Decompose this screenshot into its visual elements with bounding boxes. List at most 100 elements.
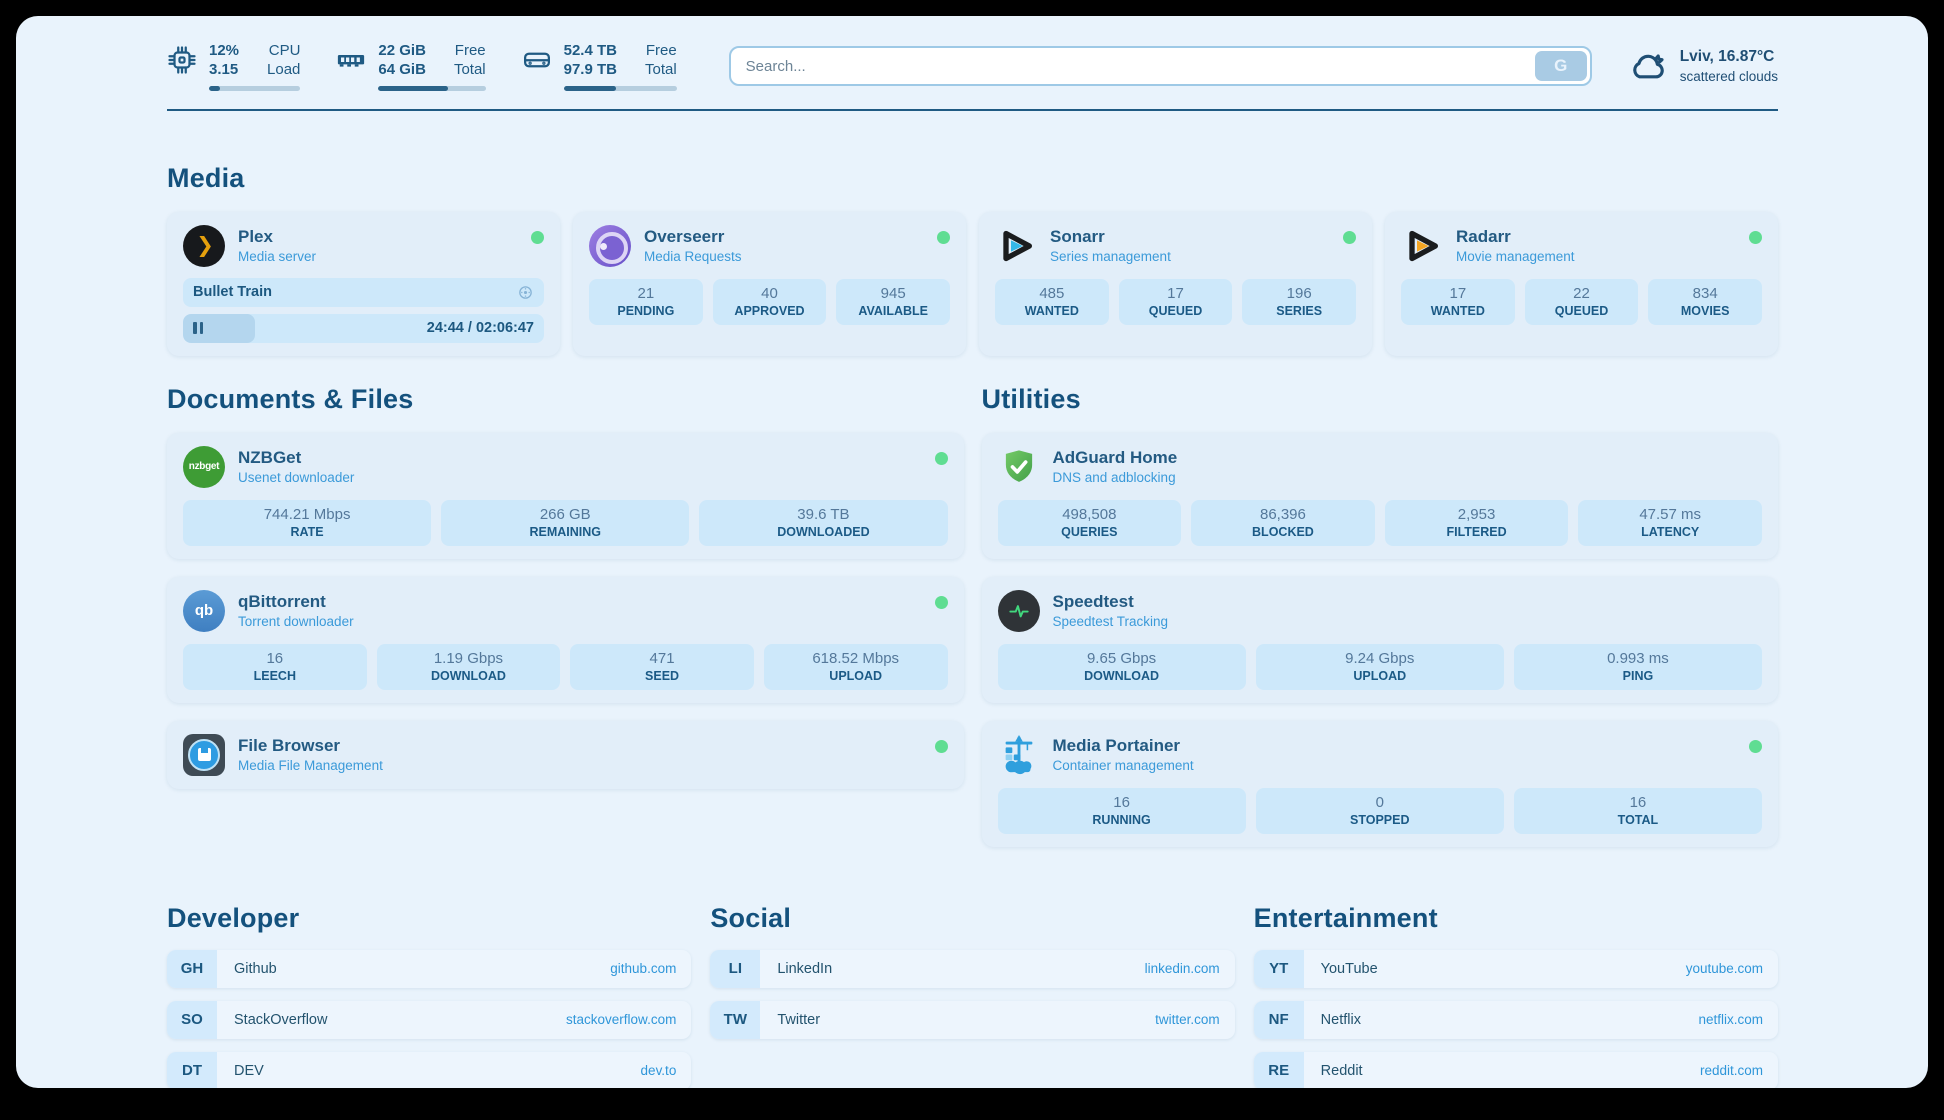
- bookmark-abbr: LI: [710, 949, 761, 988]
- bookmark-netflix[interactable]: NF Netflix netflix.com: [1253, 1000, 1778, 1039]
- search-input[interactable]: [733, 57, 1535, 75]
- bookmark-twitter[interactable]: TW Twitter twitter.com: [710, 1000, 1235, 1039]
- overseerr-card[interactable]: Overseerr Media Requests 21 PENDING 40 A…: [573, 211, 966, 356]
- disk-icon: [523, 52, 550, 68]
- stat-value: 266 GB: [539, 505, 591, 523]
- bookmark-dev[interactable]: DT DEV dev.to: [167, 1051, 692, 1088]
- stat-label: UPLOAD: [829, 668, 883, 683]
- cpu-widget: 12% CPU 3.15 Load: [167, 42, 301, 91]
- stat-pill: 9.24 Gbps UPLOAD: [1255, 643, 1504, 690]
- stat-pill: 16 RUNNING: [997, 787, 1246, 834]
- stat-pill: 471 SEED: [570, 643, 754, 690]
- ram-icon: [338, 55, 365, 67]
- radarr-icon: [1401, 225, 1443, 267]
- stat-label: REMAINING: [529, 524, 602, 539]
- nzbget-icon: nzbget: [183, 445, 225, 488]
- status-dot: [1343, 230, 1356, 244]
- stat-pill: 2,953 FILTERED: [1384, 499, 1569, 546]
- status-dot: [1749, 230, 1762, 244]
- bookmark-stackoverflow[interactable]: SO StackOverflow stackoverflow.com: [167, 1000, 692, 1039]
- stat-pill: 498,508 QUERIES: [997, 499, 1182, 546]
- now-playing-row: Bullet Train: [183, 277, 544, 307]
- stat-label: RATE: [290, 524, 324, 539]
- sonarr-card[interactable]: Sonarr Series management 485 WANTED 17 Q…: [979, 211, 1372, 356]
- stat-value: 1.19 Gbps: [433, 649, 504, 667]
- filebrowser-card[interactable]: File Browser Media File Management: [167, 720, 964, 789]
- search-engine-button[interactable]: G: [1534, 51, 1587, 82]
- bookmark-reddit[interactable]: RE Reddit reddit.com: [1253, 1051, 1778, 1088]
- portainer-icon: [998, 734, 1040, 776]
- stat-pill: 16 TOTAL: [1513, 787, 1763, 834]
- bookmark-name: Reddit: [1320, 1062, 1363, 1079]
- search-box: G: [728, 46, 1592, 87]
- app-name: qBittorrent: [238, 592, 326, 611]
- weather-condition: scattered clouds: [1679, 68, 1778, 84]
- cpu-progress-bar: [209, 85, 301, 91]
- stat-value: 834: [1692, 284, 1718, 302]
- stat-label: QUEUED: [1554, 303, 1609, 318]
- bookmark-url: netflix.com: [1698, 1012, 1763, 1027]
- speedtest-card[interactable]: Speedtest Speedtest Tracking 9.65 Gbps D…: [981, 576, 1778, 703]
- plex-icon: ❯: [183, 224, 225, 267]
- stat-pill: 21 PENDING: [589, 278, 703, 325]
- stat-pill: 17 QUEUED: [1118, 278, 1233, 325]
- nzbget-card[interactable]: nzbget NZBGet Usenet downloader 744.21 M…: [167, 432, 964, 559]
- app-name: NZBGet: [238, 448, 302, 467]
- stat-pill: 618.52 Mbps UPLOAD: [763, 643, 948, 690]
- stat-pill: 9.65 Gbps DOWNLOAD: [997, 643, 1246, 690]
- bookmark-name: Twitter: [777, 1011, 821, 1028]
- bookmark-name: StackOverflow: [234, 1011, 328, 1028]
- stat-label: AVAILABLE: [858, 303, 929, 318]
- app-name: Plex: [238, 227, 273, 246]
- stat-value: 47.57 ms: [1639, 505, 1702, 523]
- stat-value: 618.52 Mbps: [812, 649, 900, 667]
- stat-pill: 39.6 TB DOWNLOADED: [699, 499, 948, 546]
- bookmark-abbr: GH: [167, 949, 217, 988]
- disk-progress-bar: [563, 85, 677, 91]
- app-subtitle: Container management: [1052, 758, 1194, 773]
- adguard-icon: [998, 446, 1040, 488]
- bookmark-name: Github: [234, 960, 277, 977]
- stat-pill: 16 LEECH: [183, 643, 367, 690]
- app-name: Sonarr: [1050, 227, 1105, 246]
- bookmark-github[interactable]: GH Github github.com: [167, 949, 692, 988]
- app-subtitle: Speedtest Tracking: [1052, 614, 1169, 629]
- top-bar: 12% CPU 3.15 Load 22 GiB Free 64 GiB: [167, 16, 1778, 91]
- qbittorrent-card[interactable]: qb qBittorrent Torrent downloader 16 LEE…: [167, 576, 964, 703]
- bookmark-url: dev.to: [640, 1063, 677, 1078]
- bookmark-name: DEV: [234, 1062, 264, 1079]
- radarr-card[interactable]: Radarr Movie management 17 WANTED 22 QUE…: [1385, 211, 1778, 356]
- stat-pill: 485 WANTED: [995, 278, 1109, 325]
- status-dot: [934, 451, 948, 465]
- overseerr-icon: [589, 224, 631, 267]
- memory-label-2: Total: [453, 60, 486, 78]
- bookmark-name: YouTube: [1320, 960, 1378, 977]
- bookmark-linkedin[interactable]: LI LinkedIn linkedin.com: [710, 949, 1235, 988]
- stat-label: SEED: [645, 668, 680, 683]
- stat-value: 196: [1286, 284, 1312, 302]
- adguard-card[interactable]: AdGuard Home DNS and adblocking 498,508 …: [981, 432, 1778, 559]
- stat-value: 17: [1449, 284, 1467, 302]
- bookmark-url: github.com: [610, 961, 677, 976]
- stat-pill: 17 WANTED: [1401, 278, 1515, 325]
- pause-icon[interactable]: [193, 322, 203, 334]
- stat-pill: 40 APPROVED: [712, 278, 827, 325]
- stat-label: PING: [1622, 668, 1654, 683]
- cpu-usage-value: 12%: [209, 42, 240, 59]
- app-subtitle: Usenet downloader: [238, 470, 355, 485]
- playback-progress-bar: 24:44 / 02:06:47: [183, 313, 544, 343]
- portainer-card[interactable]: Media Portainer Container management 16 …: [981, 720, 1778, 847]
- bookmark-abbr: TW: [710, 1000, 761, 1039]
- playback-time: 24:44 / 02:06:47: [426, 320, 534, 336]
- stat-pill: 22 QUEUED: [1524, 278, 1639, 325]
- section-title-utilities: Utilities: [981, 383, 1081, 414]
- bookmark-group-developer: Developer GH Github github.com SO StackO…: [167, 903, 692, 1088]
- stat-pill: 86,396 BLOCKED: [1191, 499, 1375, 546]
- utilities-column: Utilities AdGuard Home: [981, 383, 1778, 847]
- plex-card[interactable]: ❯ Plex Media server Bullet Train: [167, 211, 560, 356]
- stat-label: DOWNLOAD: [430, 668, 506, 683]
- status-dot: [531, 230, 544, 244]
- bookmark-url: twitter.com: [1155, 1012, 1220, 1027]
- stat-label: WANTED: [1430, 303, 1485, 318]
- bookmark-youtube[interactable]: YT YouTube youtube.com: [1253, 949, 1778, 988]
